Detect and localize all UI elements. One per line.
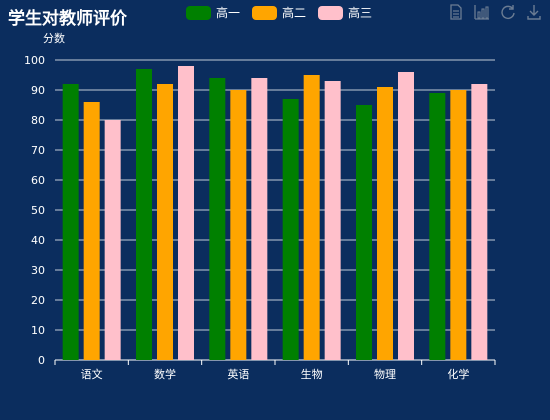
bar-高一-数学[interactable] xyxy=(136,69,152,360)
x-tick-label: 化学 xyxy=(447,367,469,381)
y-tick-label: 20 xyxy=(31,294,45,307)
bar-高一-物理[interactable] xyxy=(356,105,372,360)
x-tick-label: 物理 xyxy=(374,367,396,381)
chart-title: 学生对教师评价 xyxy=(8,9,127,29)
legend: 高一 高二 高三 xyxy=(186,4,372,21)
y-tick-label: 60 xyxy=(31,174,45,187)
y-tick-label: 100 xyxy=(24,54,45,67)
legend-swatch xyxy=(252,5,278,20)
data-view-icon[interactable] xyxy=(448,4,464,20)
legend-item-series-1[interactable]: 高二 xyxy=(252,4,306,21)
y-tick-label: 30 xyxy=(31,264,45,277)
legend-label: 高一 xyxy=(216,6,241,20)
refresh-icon[interactable] xyxy=(500,4,516,20)
bar-高一-生物[interactable] xyxy=(282,99,299,360)
bar-高三-数学[interactable] xyxy=(178,66,194,360)
legend-label: 高二 xyxy=(282,6,307,20)
bar-高三-物理[interactable] xyxy=(398,72,414,360)
x-tick-label: 英语 xyxy=(227,367,249,381)
y-tick-label: 40 xyxy=(31,234,45,247)
bar-高二-英语[interactable] xyxy=(230,90,247,360)
bar-高二-语文[interactable] xyxy=(83,102,100,360)
bar-高一-化学[interactable] xyxy=(429,93,446,360)
legend-label: 高三 xyxy=(348,6,373,20)
bar-高二-数学[interactable] xyxy=(157,84,173,360)
y-tick-label: 80 xyxy=(31,114,45,127)
download-icon[interactable] xyxy=(526,4,542,20)
y-tick-label: 70 xyxy=(31,144,45,157)
y-tick-label: 50 xyxy=(31,204,45,217)
y-tick-label: 10 xyxy=(31,324,45,337)
bar-高三-生物[interactable] xyxy=(324,81,341,360)
x-tick-label: 生物 xyxy=(301,367,323,381)
bar-高二-化学[interactable] xyxy=(450,90,467,360)
y-axis-label: 分数 xyxy=(43,32,65,45)
y-tick-label: 0 xyxy=(38,354,45,367)
legend-item-series-0[interactable]: 高一 xyxy=(186,4,240,21)
bar-chart-icon[interactable] xyxy=(474,4,490,20)
bar-高三-语文[interactable] xyxy=(104,120,121,360)
x-tick-label: 语文 xyxy=(81,367,103,381)
x-tick-label: 数学 xyxy=(154,367,176,381)
legend-swatch xyxy=(186,5,211,20)
bar-高二-物理[interactable] xyxy=(377,87,393,360)
legend-swatch xyxy=(318,5,344,20)
bar-高三-化学[interactable] xyxy=(471,84,488,360)
bar-高二-生物[interactable] xyxy=(303,75,320,360)
bar-高一-英语[interactable] xyxy=(209,78,226,360)
y-tick-label: 90 xyxy=(31,84,45,97)
legend-item-series-2[interactable]: 高三 xyxy=(318,4,372,21)
bar-高三-英语[interactable] xyxy=(251,78,268,360)
bar-高一-语文[interactable] xyxy=(62,84,79,360)
toolbox xyxy=(448,4,542,20)
